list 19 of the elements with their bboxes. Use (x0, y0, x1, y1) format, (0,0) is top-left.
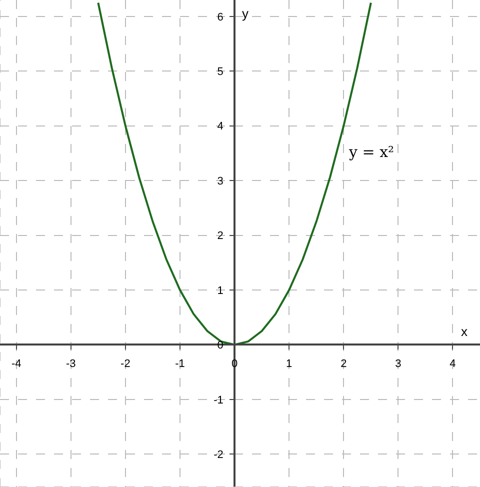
y-axis-title: y (242, 6, 249, 21)
y-tick-label: 6 (217, 11, 224, 24)
x-tick-label: -3 (66, 358, 76, 370)
x-tick-label: 4 (450, 358, 456, 370)
annotation: y = x² (348, 143, 394, 161)
x-tick-label: -4 (11, 358, 22, 370)
x-axis-title: x (461, 324, 468, 339)
x-tick-label: 3 (395, 358, 402, 370)
x-tick-label: 1 (286, 358, 292, 370)
y-tick-label: -2 (214, 449, 224, 462)
y-tick-label: 2 (217, 230, 224, 242)
y-tick-label: 5 (217, 66, 224, 78)
x-tick-label: -1 (175, 358, 185, 370)
y-tick-label: -1 (214, 394, 224, 406)
y-tick-label: 1 (217, 284, 224, 297)
x-tick-label: 2 (340, 358, 347, 370)
y-tick-label: 4 (217, 120, 224, 133)
x-tick-label: -2 (120, 358, 130, 370)
y-tick-label: 3 (217, 175, 224, 188)
